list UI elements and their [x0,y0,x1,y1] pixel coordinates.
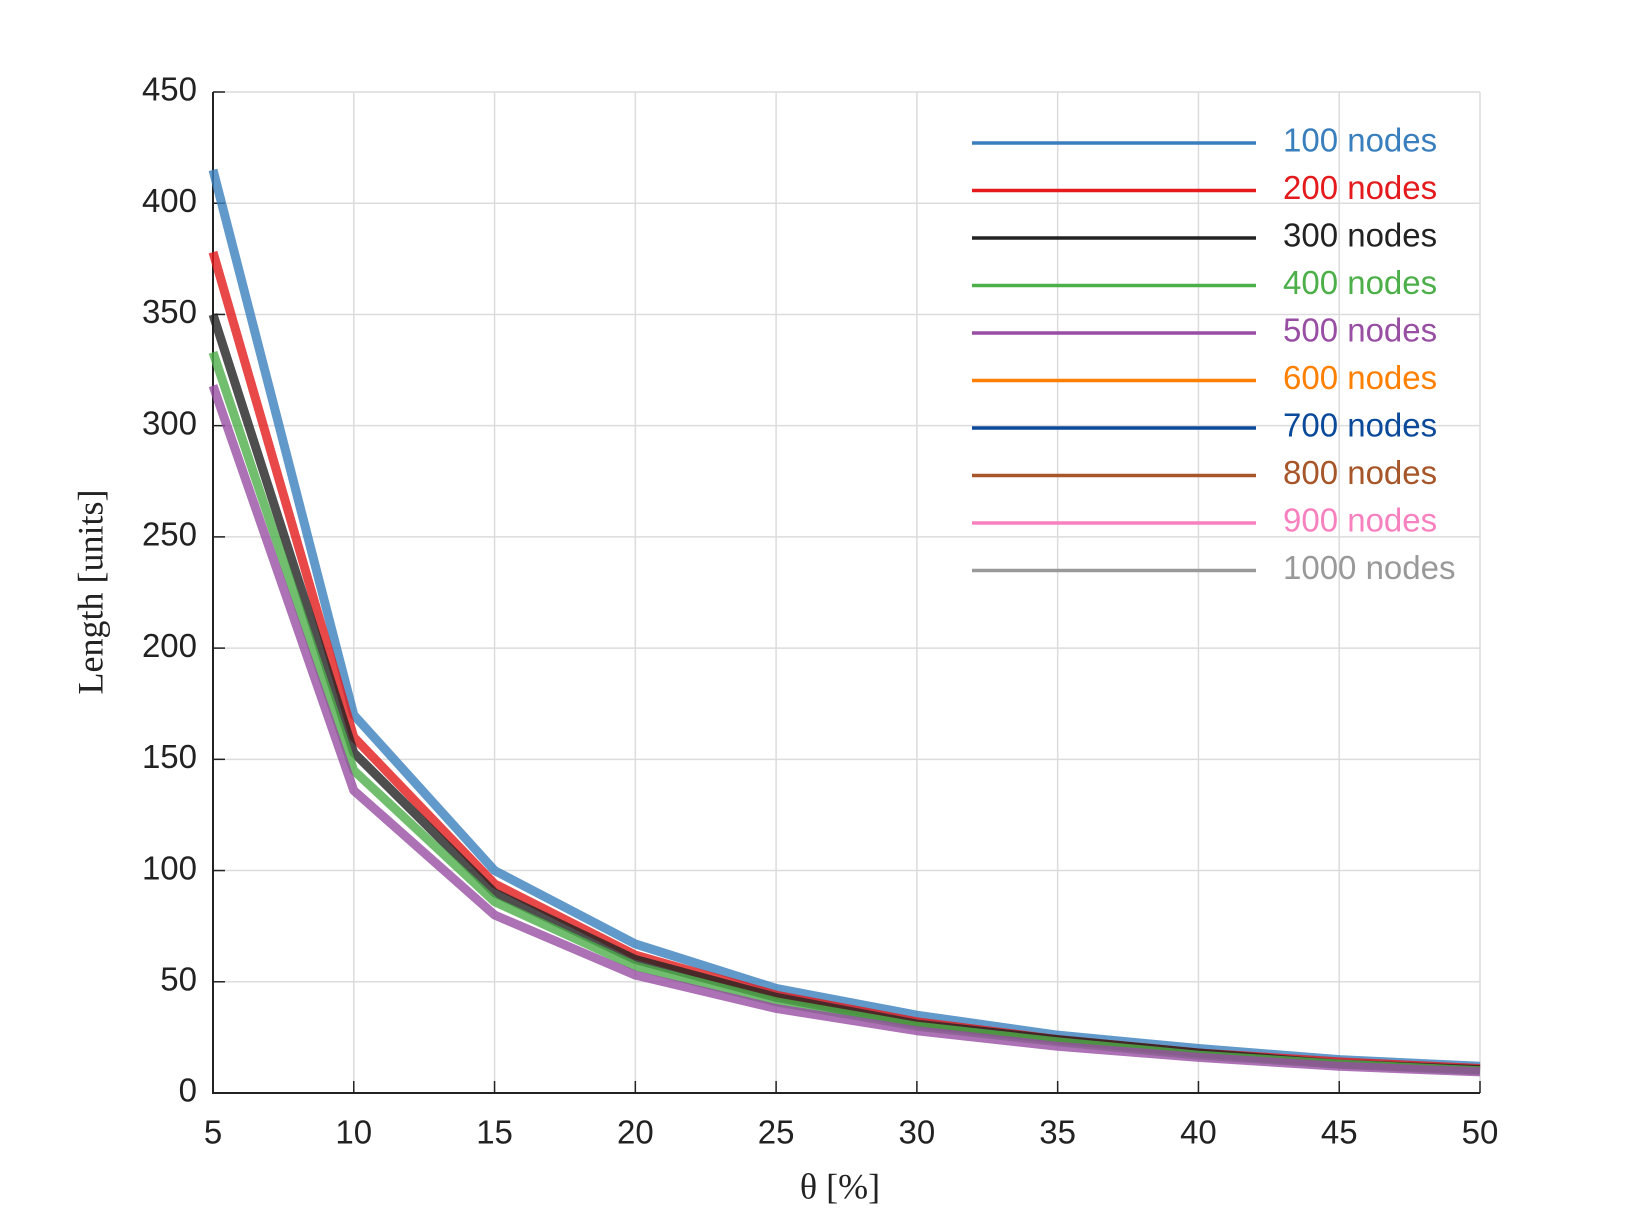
x-tick-label: 40 [1180,1114,1217,1151]
series-line [208,168,1481,1071]
y-tick-label: 400 [142,182,197,219]
x-tick-label: 15 [476,1114,513,1151]
y-tick-label: 200 [142,627,197,664]
axes-box [212,92,1480,1094]
legend-label: 600 nodes [1283,359,1437,396]
y-tick-label: 250 [142,516,197,553]
series-line [208,384,1481,1077]
legend-label: 400 nodes [1283,264,1437,301]
y-tick-label: 100 [142,849,197,886]
x-tick-label: 25 [758,1114,795,1151]
legend-label: 900 nodes [1283,502,1437,539]
legend-label: 100 nodes [1283,122,1437,159]
legend-label: 700 nodes [1283,407,1437,444]
x-tick-label: 30 [899,1114,936,1151]
x-tick-label: 20 [617,1114,654,1151]
x-tick-label: 45 [1321,1114,1358,1151]
legend-label: 1000 nodes [1283,549,1456,586]
x-tick-label: 50 [1462,1114,1499,1151]
legend-label: 500 nodes [1283,312,1437,349]
x-tick-label: 10 [335,1114,372,1151]
legend-label: 200 nodes [1283,169,1437,206]
y-tick-label: 0 [179,1072,197,1109]
x-tick-label: 35 [1039,1114,1076,1151]
y-tick-label: 50 [160,960,197,997]
legend-label: 300 nodes [1283,217,1437,254]
y-axis-label: Length [units] [70,490,110,695]
y-tick-label: 350 [142,293,197,330]
y-tick-label: 450 [142,71,197,108]
x-axis-label: θ [%] [800,1166,880,1206]
x-tick-label: 5 [204,1114,222,1151]
y-tick-label: 150 [142,738,197,775]
legend-label: 800 nodes [1283,454,1437,491]
y-tick-label: 300 [142,404,197,441]
